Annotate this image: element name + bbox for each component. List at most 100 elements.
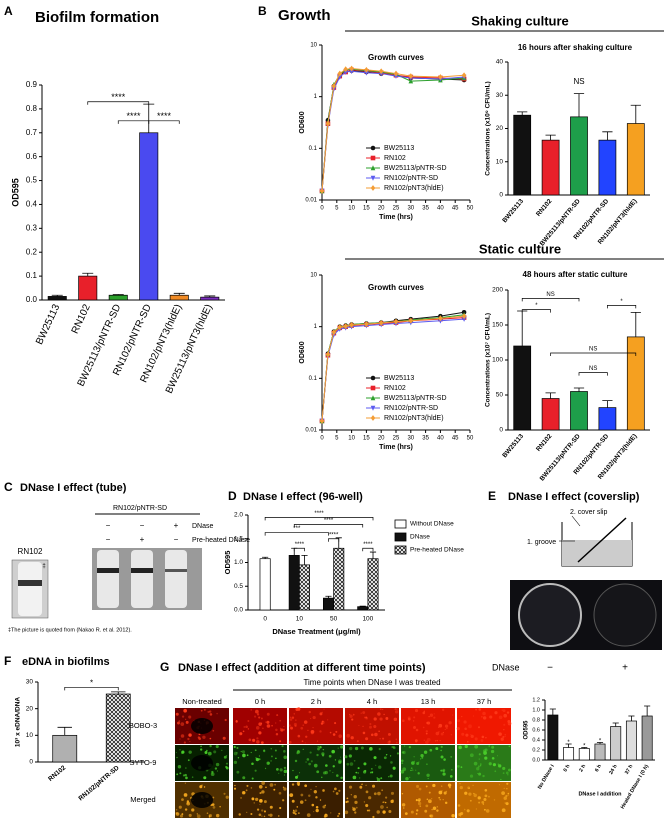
micrograph-speck (505, 794, 508, 798)
micrograph-speck (346, 797, 349, 800)
micrograph-speck (270, 755, 273, 758)
micrograph-speck (301, 740, 304, 743)
micrograph-speck (351, 718, 354, 721)
marker (461, 316, 467, 322)
micrograph-speck (504, 735, 506, 737)
y-axis-label: OD600 (299, 341, 306, 363)
micrograph-speck (181, 813, 184, 815)
y-tick-label: 0.0 (532, 757, 540, 763)
bar (299, 564, 310, 611)
micrograph-speck (505, 771, 509, 775)
micrograph-speck (508, 745, 511, 748)
x-tick-label: 40 (437, 436, 444, 442)
micrograph-speck (251, 777, 254, 780)
micrograph-speck (253, 802, 255, 804)
micrograph-speck (292, 769, 294, 772)
row-label: Pre-heated DNase (192, 537, 250, 544)
micrograph-speck (331, 749, 336, 754)
y-tick-label: 30 (496, 92, 504, 99)
micrograph-speck (346, 762, 350, 766)
micrograph-speck (451, 813, 455, 818)
micrograph-speck (426, 798, 429, 801)
micrograph-speck (296, 806, 299, 808)
micrograph-speck (401, 751, 405, 754)
micrograph-speck (289, 718, 293, 721)
micrograph-speck (359, 785, 363, 789)
micrograph-speck (177, 721, 180, 725)
series-line (321, 70, 465, 191)
marker (438, 315, 443, 322)
micrograph-speck (492, 763, 497, 767)
marker (349, 322, 354, 328)
micrograph-speck (457, 719, 461, 723)
micrograph-speck (200, 745, 202, 748)
micrograph-speck (297, 734, 301, 738)
significance-bracket (148, 120, 180, 124)
micrograph-speck (330, 812, 332, 814)
micrograph-speck (258, 784, 263, 789)
y-tick-label: 10 (496, 158, 504, 165)
marker (370, 405, 376, 411)
micrograph-speck (420, 754, 424, 758)
micrograph-speck (189, 741, 191, 743)
micrograph-speck (281, 744, 284, 748)
y-tick-label: 0.7 (26, 128, 38, 137)
micrograph-speck (451, 769, 453, 771)
legend-label: RN102/pNTR-SD (384, 175, 438, 182)
biofilm-ring (97, 568, 119, 573)
micrograph-speck (261, 781, 265, 785)
micrograph-speck (256, 737, 259, 740)
micrograph-speck (233, 745, 236, 749)
bar (625, 720, 637, 761)
micrograph-speck (457, 765, 460, 768)
micrograph-speck (443, 758, 446, 761)
micrograph-speck (292, 809, 295, 812)
marker (393, 70, 399, 77)
sign: − (106, 535, 111, 544)
significance-bracket (362, 547, 374, 552)
micrograph-speck (417, 801, 422, 806)
micrograph-speck (497, 755, 499, 757)
micrograph-speck (206, 812, 209, 815)
micrograph-speck (442, 772, 446, 776)
micrograph-speck (489, 715, 493, 719)
micrograph-void (191, 718, 213, 734)
micrograph-void (191, 792, 213, 808)
micrograph-speck (443, 791, 447, 795)
micrograph-speck (363, 762, 367, 766)
x-tick-label: 15 (363, 206, 370, 212)
micrograph-speck (460, 715, 463, 718)
micrograph-speck (492, 758, 495, 760)
micrograph-speck (315, 808, 319, 813)
micrograph-speck (391, 746, 394, 748)
chart-title: DNase I effect (96-well) (243, 491, 363, 503)
micrograph-speck (442, 769, 445, 773)
micrograph-speck (203, 708, 206, 711)
chart-title: Biofilm formation (35, 9, 159, 26)
bar (108, 294, 128, 301)
significance-label: * (567, 740, 570, 746)
micrograph-speck (375, 764, 377, 766)
micrograph-speck (329, 769, 331, 772)
micrograph-speck (254, 749, 257, 752)
micrograph-speck (385, 796, 388, 799)
micrograph-speck (338, 734, 343, 738)
micrograph-speck (493, 799, 496, 801)
significance-label: * (90, 678, 93, 687)
significance-label: **** (157, 111, 172, 121)
significance-bracket (64, 686, 119, 691)
significance-label: **** (363, 542, 373, 548)
micrograph-speck (256, 713, 260, 716)
micrograph-speck (469, 774, 474, 778)
micrograph-speck (299, 800, 304, 804)
micrograph-speck (184, 808, 188, 811)
micrograph-speck (336, 774, 339, 777)
pointer (571, 515, 581, 527)
x-tick-label: 0 (320, 206, 324, 212)
micrograph-speck (275, 728, 278, 732)
error-bar (596, 742, 604, 744)
y-tick-label: 1.0 (532, 707, 540, 713)
micrograph-speck (440, 769, 443, 772)
micrograph-speck (353, 795, 357, 799)
micrograph-speck (310, 718, 312, 720)
